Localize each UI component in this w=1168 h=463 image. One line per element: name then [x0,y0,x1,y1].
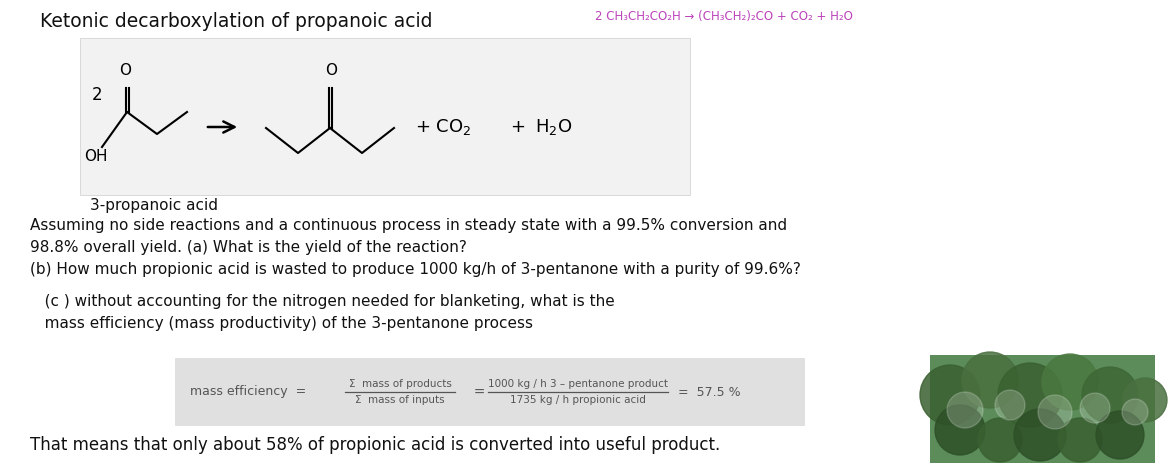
Text: (c ) without accounting for the nitrogen needed for blanketing, what is the: (c ) without accounting for the nitrogen… [30,294,614,309]
Circle shape [1058,418,1101,462]
Circle shape [1080,393,1110,423]
Circle shape [997,363,1062,427]
Circle shape [1122,378,1167,422]
Text: Ketonic decarboxylation of propanoic acid: Ketonic decarboxylation of propanoic aci… [40,12,432,31]
Circle shape [1122,399,1148,425]
Text: mass efficiency  =: mass efficiency = [190,386,306,399]
Circle shape [1014,409,1066,461]
Text: 2: 2 [92,86,103,104]
Circle shape [947,392,983,428]
Circle shape [936,405,985,455]
Text: Σ  mass of inputs: Σ mass of inputs [355,395,445,405]
Text: =  57.5 %: = 57.5 % [677,386,741,399]
Circle shape [1096,411,1143,459]
Text: 2 CH₃CH₂CO₂H → (CH₃CH₂)₂CO + CO₂ + H₂O: 2 CH₃CH₂CO₂H → (CH₃CH₂)₂CO + CO₂ + H₂O [595,10,853,23]
Text: + CO$_2$: + CO$_2$ [415,117,472,137]
Circle shape [962,352,1018,408]
Text: That means that only about 58% of propionic acid is converted into useful produc: That means that only about 58% of propio… [30,436,721,454]
Text: O: O [119,63,131,78]
Circle shape [995,390,1026,420]
Bar [79,38,690,195]
Text: 1000 kg / h 3 – pentanone product: 1000 kg / h 3 – pentanone product [488,379,668,389]
Text: mass efficiency (mass productivity) of the 3-pentanone process: mass efficiency (mass productivity) of t… [30,316,533,331]
Text: +: + [510,118,524,136]
Circle shape [978,418,1022,462]
Text: O: O [325,63,338,78]
Circle shape [920,365,980,425]
Bar [175,358,805,426]
Text: 3-propanoic acid: 3-propanoic acid [90,198,218,213]
Text: H$_2$O: H$_2$O [535,117,572,137]
Circle shape [1042,354,1098,410]
Text: 1735 kg / h propionic acid: 1735 kg / h propionic acid [510,395,646,405]
Bar [930,355,1155,463]
Text: 98.8% overall yield. (a) What is the yield of the reaction?: 98.8% overall yield. (a) What is the yie… [30,240,467,255]
Text: =: = [465,385,486,399]
Text: Assuming no side reactions and a continuous process in steady state with a 99.5%: Assuming no side reactions and a continu… [30,218,787,233]
Text: OH: OH [84,149,107,164]
Circle shape [1082,367,1138,423]
Text: Σ  mass of products: Σ mass of products [348,379,452,389]
Text: (b) How much propionic acid is wasted to produce 1000 kg/h of 3-pentanone with a: (b) How much propionic acid is wasted to… [30,262,801,277]
Circle shape [1038,395,1072,429]
